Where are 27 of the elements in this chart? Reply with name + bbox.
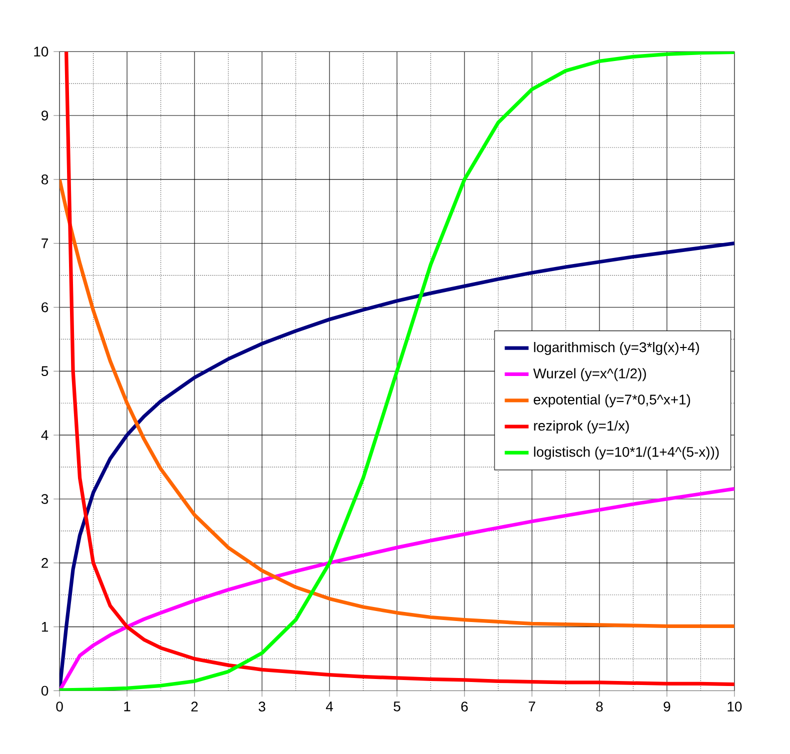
x-tick-label: 0 [56,702,63,712]
y-tick-label: 9 [42,110,48,120]
y-tick-label: 10 [34,46,48,56]
y-tick-label: 5 [41,366,48,376]
x-tick-label: 3 [258,702,266,712]
x-tick-label: 7 [528,702,536,712]
legend-label: expotential (y=7*0,5^x+1) [534,394,690,408]
y-tick-label: 3 [41,494,48,504]
legend-label: logarithmisch (y=3*lg(x)+4) [534,342,699,355]
y-tick-label: 7 [42,238,48,248]
y-tick-label: 2 [42,558,48,568]
legend-label: Wurzel (y=x^(1/2)) [533,368,646,382]
y-tick-label: 1 [42,622,48,632]
y-tick-label: 0 [41,686,48,696]
x-tick-label: 2 [191,702,198,712]
x-tick-label: 1 [124,702,130,712]
x-tick-label: 8 [596,702,603,712]
x-tick-label: 9 [664,702,670,712]
y-tick-label: 4 [41,430,48,440]
y-tick-label: 8 [42,174,48,184]
x-tick-label: 4 [326,702,333,712]
legend-label: reziprok (y=1/x) [534,420,629,434]
y-tick-label: 6 [42,302,48,312]
legend-label: logistisch (y=10*1/(1+4^(5-x))) [534,446,719,460]
x-tick-label: 6 [461,702,468,712]
x-tick-label: 5 [394,702,400,712]
x-tick-label: 10 [728,702,742,712]
